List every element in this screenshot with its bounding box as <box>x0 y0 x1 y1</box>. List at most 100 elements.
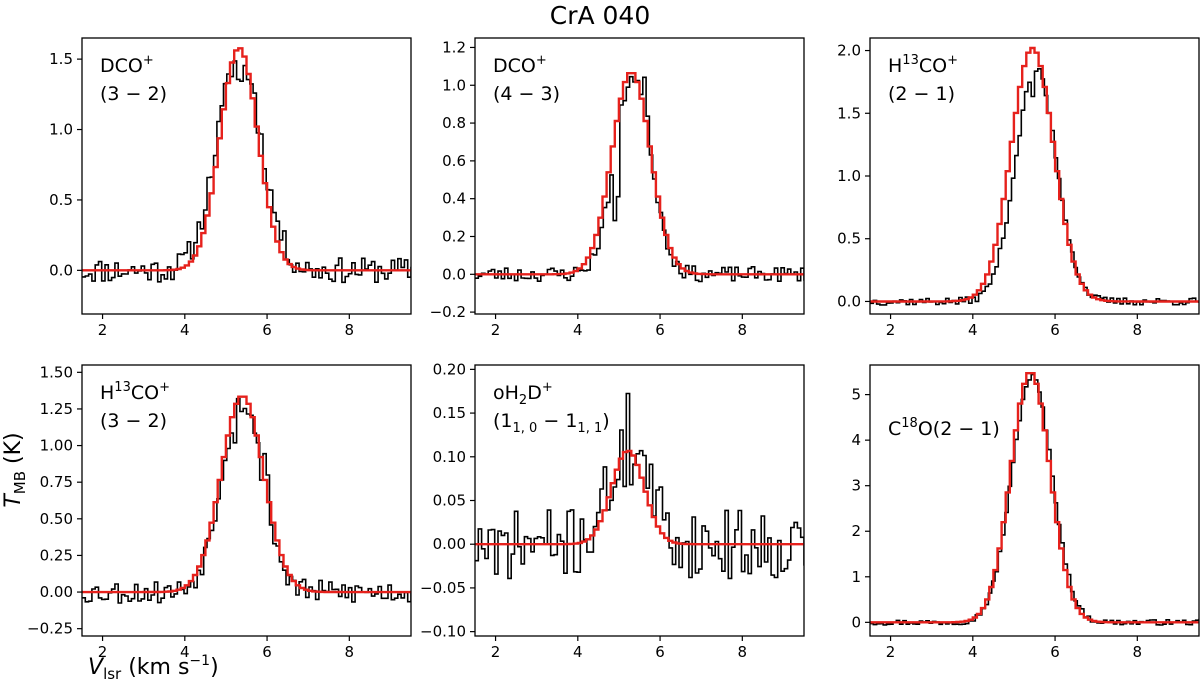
observed-spectrum-line <box>870 373 1199 626</box>
y-tick-label: −0.25 <box>27 620 73 638</box>
y-tick-label: 0.10 <box>433 448 466 466</box>
x-tick-label: 8 <box>1133 321 1143 339</box>
y-tick-label: 1.0 <box>49 121 73 139</box>
y-tick-label: 0.8 <box>442 114 466 132</box>
label-label-line2-b: − 1 <box>537 410 577 432</box>
y-tick-label: 0.0 <box>49 261 73 279</box>
y-tick-label: 1.2 <box>442 38 466 56</box>
y-tick-label: 0.2 <box>442 227 466 245</box>
y-tick-label: 0.75 <box>40 473 73 491</box>
y-tick-label: 0.25 <box>40 546 73 564</box>
transition-label: H13CO+ <box>100 380 170 404</box>
x-tick-label: 8 <box>738 321 748 339</box>
label-label-line2-c: ) <box>602 410 609 432</box>
transition-label: C18O(2 − 1) <box>888 416 1000 440</box>
y-tick-label: −0.10 <box>420 623 466 641</box>
x-tick-label: 4 <box>573 643 583 661</box>
y-tick-label: 0.00 <box>433 535 466 553</box>
y-tick-label: 1.5 <box>837 104 861 122</box>
label-label-line2: (3 − 2) <box>100 410 167 432</box>
panel-h13co-21: 2 4 6 8 0.0 0.5 1.0 1.5 2.0 H13CO+ (2 − 1) <box>837 37 1200 339</box>
x-tick-label: 4 <box>968 643 978 661</box>
label-label-line1: H <box>888 55 902 77</box>
x-tick-label: 8 <box>345 321 355 339</box>
x-tick-label: 6 <box>262 643 272 661</box>
observed-spectrum-line <box>870 68 1199 306</box>
x-tick-label: 8 <box>1133 643 1143 661</box>
panel-dco-43: 2 4 6 8 −0.2 0.0 0.2 0.4 0.6 0.8 1.0 1.2 DCO+ (4 − 3) <box>430 37 805 339</box>
x-tick-label: 6 <box>655 321 665 339</box>
axes-frame <box>474 37 805 315</box>
y-tick-label: 1.0 <box>442 76 466 94</box>
x-tick-label: 4 <box>968 321 978 339</box>
y-tick-label: 1.00 <box>40 437 73 455</box>
x-tick-label: 2 <box>98 643 108 661</box>
y-tick-label: 1 <box>851 568 861 586</box>
x-axis-label-units: (km s <box>121 655 189 680</box>
y-tick-label: 0.00 <box>40 583 73 601</box>
transition-label-line2: (4 − 3) <box>493 83 560 105</box>
label-label-line2: (3 − 2) <box>100 83 167 105</box>
x-tick-label: 4 <box>180 643 190 661</box>
axes-frame <box>81 37 412 315</box>
transition-label: H13CO+ <box>888 53 958 77</box>
axes-frame <box>81 364 412 637</box>
y-tick-label: 0 <box>851 613 861 631</box>
transition-label-line2: (3 − 2) <box>100 83 167 105</box>
figure-title: CrA 040 <box>550 1 651 30</box>
y-tick-label: 5 <box>851 386 861 404</box>
label-label-sup1: + <box>536 53 547 68</box>
panel-grid: 2 4 6 80.00.51.01.5 DCO+(3 − 2)2 4 6 8−0.20.00.… <box>27 37 1200 661</box>
y-tick-label: 0.05 <box>433 492 466 510</box>
x-tick-label: 2 <box>98 321 108 339</box>
y-axis-label: TMB (K) <box>1 432 29 507</box>
axes-frame <box>869 364 1200 637</box>
label-label-mid1: O(2 − 1) <box>918 418 1000 440</box>
y-tick-label: 0.20 <box>433 360 466 378</box>
y-tick-label: 0.15 <box>433 404 466 422</box>
gaussian-fit-line <box>870 46 1199 303</box>
label-label-sup1: + <box>143 53 154 68</box>
y-tick-label: 0.0 <box>442 265 466 283</box>
transition-label-line2: (11, 0 − 11, 1) <box>493 410 610 436</box>
x-axis-label-sub: lsr <box>103 665 122 683</box>
label-label-sup2: + <box>542 380 553 395</box>
label-label-sup1: 13 <box>114 380 131 395</box>
transition-label: oH2D+ <box>493 380 553 408</box>
x-tick-label: 6 <box>262 321 272 339</box>
label-label-line1: DCO <box>493 55 536 77</box>
label-label-sub1: 2 <box>519 393 527 408</box>
panel-c18o-21: 2 4 6 8 0 1 2 3 4 5 C18O(2 − 1) <box>851 364 1200 661</box>
label-label-line1: DCO <box>100 55 143 77</box>
x-tick-label: 8 <box>345 643 355 661</box>
y-axis-label-units: (K) <box>1 432 26 471</box>
panel-h13co-32: 2 4 6 8 −0.25 0.00 0.25 0.50 0.75 1.00 1.25 1.50 H13… <box>27 363 412 661</box>
x-tick-label: 6 <box>1050 643 1060 661</box>
gaussian-fit-line <box>475 72 804 276</box>
y-tick-label: 0.5 <box>837 230 861 248</box>
label-label-mid1: D <box>527 382 542 404</box>
label-label-line2: (4 − 3) <box>493 83 560 105</box>
label-label-mid1: CO <box>919 55 947 77</box>
label-label-line2-sub-b: 1, 1 <box>577 421 602 436</box>
x-tick-label: 4 <box>180 321 190 339</box>
transition-label-line2: (3 − 2) <box>100 410 167 432</box>
label-label-mid1: CO <box>131 382 159 404</box>
x-tick-label: 2 <box>886 321 896 339</box>
y-tick-label: 1.25 <box>40 400 73 418</box>
y-axis-label-sub: MB <box>11 471 29 494</box>
label-label-sup2: + <box>947 53 958 68</box>
observed-spectrum-line <box>82 397 411 604</box>
label-label-line2: (2 − 1) <box>888 83 955 105</box>
y-tick-label: 1.0 <box>837 167 861 185</box>
x-tick-label: 2 <box>886 643 896 661</box>
y-tick-label: 2 <box>851 522 861 540</box>
x-tick-label: 2 <box>491 321 501 339</box>
y-tick-label: 0.0 <box>837 292 861 310</box>
label-label-sup2: + <box>159 380 170 395</box>
label-label-line2-sub: 1, 0 <box>513 421 538 436</box>
y-tick-label: −0.05 <box>420 579 466 597</box>
y-tick-label: −0.2 <box>430 303 466 321</box>
x-axis-label-close: ) <box>210 655 219 680</box>
